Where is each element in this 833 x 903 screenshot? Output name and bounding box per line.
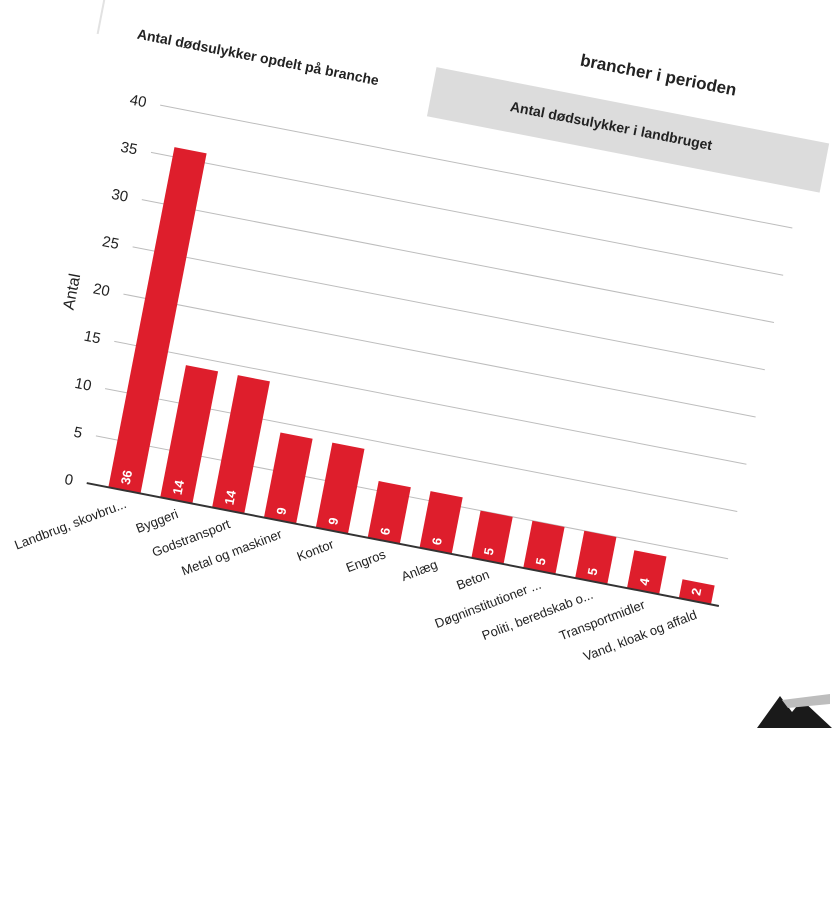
gridline	[150, 151, 784, 276]
y-tick-label: 40	[128, 91, 148, 111]
bar-value-label: 14	[170, 478, 188, 496]
bar-value-label: 6	[377, 526, 393, 536]
gridline	[123, 293, 756, 418]
bar-value-label: 2	[688, 587, 704, 597]
x-tick-label: Kontor	[295, 536, 337, 564]
bar-value-label: 5	[533, 557, 549, 567]
bar-value-label: 36	[118, 469, 135, 486]
bar	[160, 365, 219, 504]
bar	[263, 432, 313, 524]
y-tick-label: 10	[73, 375, 93, 395]
bar	[212, 375, 270, 514]
y-axis-title: Antal	[61, 272, 85, 311]
x-tick-label: Byggeri	[134, 506, 181, 536]
logo-mark	[757, 694, 832, 728]
bar	[471, 510, 513, 565]
bar	[678, 579, 715, 605]
bar	[626, 550, 667, 595]
x-tick-label: Engros	[344, 546, 388, 575]
bar-value-label: 5	[584, 567, 600, 577]
bar-value-label: 4	[636, 576, 652, 587]
gridline	[141, 199, 775, 324]
y-tick-label: 0	[63, 471, 74, 489]
x-tick-label: Landbrug, skovbru...	[12, 496, 128, 552]
bar-value-label: 9	[325, 516, 341, 526]
y-tick-label: 5	[72, 424, 83, 442]
bar-value-label: 14	[221, 488, 239, 506]
x-tick-label: Anlæg	[399, 557, 439, 584]
bar	[367, 480, 411, 544]
gridline	[114, 340, 747, 465]
y-tick-label: 35	[119, 139, 139, 159]
gridline	[132, 246, 765, 371]
bar-value-label: 9	[273, 506, 289, 516]
x-axis-line	[86, 482, 720, 607]
bar	[315, 442, 365, 534]
y-tick-label: 30	[110, 186, 130, 206]
x-tick-label: Beton	[454, 567, 491, 593]
screenshot-stage: brancher i perioden Antal dødsulykker op…	[12, 0, 832, 728]
bar-value-label: 5	[481, 546, 497, 556]
y-tick-label: 15	[82, 328, 102, 348]
bar	[108, 147, 207, 494]
bar	[575, 530, 617, 585]
bar-value-label: 6	[429, 536, 445, 546]
bar	[523, 520, 565, 575]
gridline	[160, 104, 793, 229]
y-tick-label: 20	[92, 280, 112, 300]
y-tick-label: 25	[101, 233, 121, 253]
bar	[419, 491, 463, 555]
